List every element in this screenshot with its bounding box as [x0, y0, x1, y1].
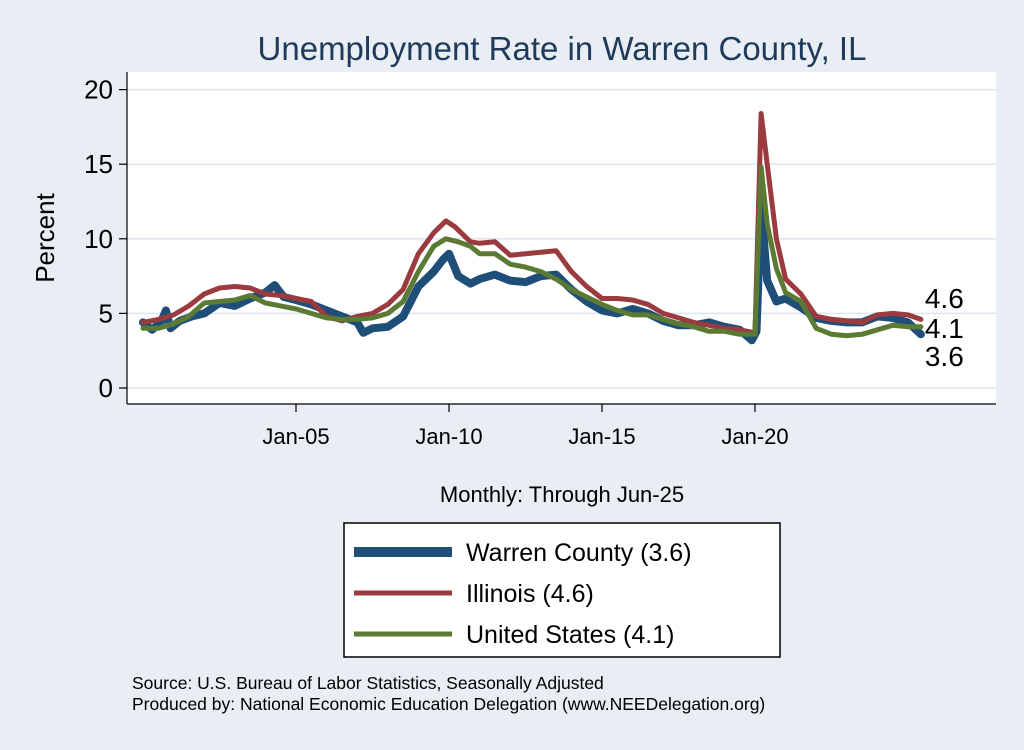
producer-line: Produced by: National Economic Education… — [132, 694, 765, 714]
series-line — [140, 164, 924, 339]
plot-area — [127, 72, 996, 404]
end-value-label: 4.6 — [925, 283, 964, 314]
x-tick-label: Jan-15 — [568, 424, 635, 449]
series-lines — [139, 111, 925, 345]
chart-title: Unemployment Rate in Warren County, IL — [258, 30, 867, 67]
legend-label: Illinois (4.6) — [466, 580, 594, 608]
y-tick-label: 0 — [99, 373, 113, 403]
end-labels: 4.64.13.6 — [925, 283, 964, 372]
y-tick-label: 10 — [84, 224, 113, 254]
x-tick-label: Jan-20 — [721, 424, 788, 449]
source-line: Source: U.S. Bureau of Labor Statistics,… — [132, 673, 604, 693]
end-value-label: 3.6 — [925, 341, 964, 372]
legend-label: Warren County (3.6) — [466, 539, 692, 567]
x-tick-label: Jan-10 — [415, 424, 482, 449]
legend: Warren County (3.6) Illinois (4.6) United … — [354, 539, 692, 649]
y-tick-label: 20 — [84, 75, 113, 105]
y-tick-label: 5 — [99, 298, 113, 328]
x-tick-label: Jan-05 — [262, 424, 329, 449]
legend-box — [343, 522, 781, 658]
y-axis-label: Percent — [30, 192, 60, 282]
series-line — [140, 111, 924, 336]
y-tick-label: 15 — [84, 149, 113, 179]
end-value-label: 4.1 — [925, 313, 964, 344]
grid-lines — [127, 88, 996, 389]
x-axis-label: Monthly: Through Jun-25 — [440, 482, 684, 507]
axes: 0 5 10 15 20 Jan-05 Jan-10 Jan-15 Jan-20 — [84, 72, 996, 449]
legend-label: United States (4.1) — [466, 621, 674, 649]
